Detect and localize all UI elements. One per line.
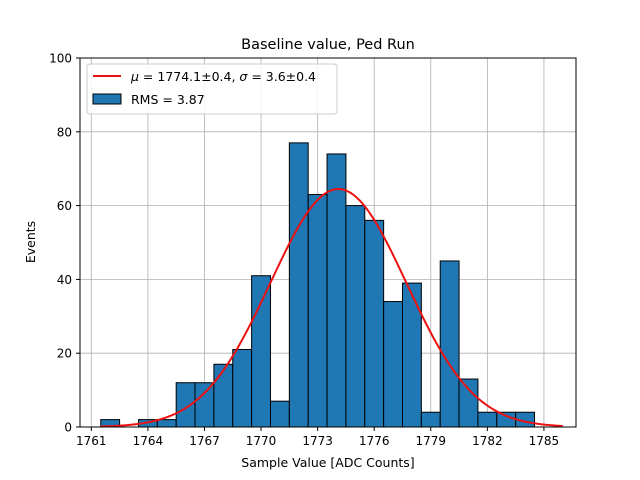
histogram-bar-1769 — [232, 349, 253, 428]
histogram-bar-1779 — [420, 411, 441, 428]
y-axis-label: Events — [23, 221, 38, 263]
legend-fit-mu: μ — [130, 69, 139, 84]
x-tick-label: 1761 — [76, 434, 107, 448]
histogram-bar-1771 — [269, 400, 290, 428]
histogram-bar-1765 — [156, 419, 177, 428]
legend-fit-mu-value: = 1774.1±0.4, — [139, 69, 239, 84]
legend-frame — [86, 63, 338, 115]
y-tick-label: 80 — [57, 125, 72, 139]
fit-layer — [100, 187, 563, 428]
y-tick-label: 40 — [57, 273, 72, 287]
x-tick-label: 1773 — [302, 434, 333, 448]
x-tick-label: 1779 — [416, 434, 447, 448]
y-tick-label: 0 — [64, 421, 72, 435]
legend-rms-label: RMS = 3.87 — [131, 92, 205, 107]
y-tick-label: 100 — [49, 52, 72, 66]
x-tick-label: 1785 — [529, 434, 560, 448]
histogram-bar-1768 — [213, 363, 234, 428]
y-tick-label: 20 — [57, 347, 72, 361]
histogram-bar-1770 — [251, 275, 271, 428]
x-tick-label: 1767 — [189, 434, 220, 448]
histogram-bar-1782 — [477, 411, 498, 428]
histogram-bar-1766 — [175, 382, 196, 428]
histogram-bar-1780 — [439, 260, 460, 428]
gaussian-fit-line — [100, 187, 563, 428]
x-axis-label: Sample Value [ADC Counts] — [241, 455, 414, 470]
legend-fit-label: μ = 1774.1±0.4, σ = 3.6±0.4 — [130, 69, 316, 84]
plot-frame — [79, 57, 577, 428]
axes-layer: 1761 1764 1767 1770 1773 1776 1779 1782 1785 0 20 4… — [49, 52, 559, 449]
x-tick-label: 1776 — [359, 434, 390, 448]
histogram-bar-1775 — [345, 205, 366, 428]
histogram-bar-1776 — [364, 219, 385, 428]
histogram-bar-1778 — [401, 282, 422, 428]
chart-title: Baseline value, Ped Run — [241, 37, 415, 53]
legend: μ = 1774.1±0.4, σ = 3.6±0.4 RMS = 3.87 — [86, 63, 338, 115]
histogram-bar-1781 — [458, 378, 479, 428]
histogram-bar-1772 — [288, 142, 309, 428]
x-tick-label: 1764 — [133, 434, 164, 448]
histogram-bar-1777 — [383, 301, 403, 428]
histogram-bar-1774 — [326, 153, 347, 428]
histogram-bar-1767 — [194, 382, 215, 428]
legend-fit-sigma-value: = 3.6±0.4 — [247, 69, 316, 84]
x-tick-label: 1770 — [246, 434, 277, 448]
histogram-bar-1783 — [496, 411, 517, 428]
legend-fit-sigma: σ — [239, 69, 248, 84]
y-tick-label: 60 — [57, 199, 72, 213]
bars-layer — [100, 142, 536, 428]
x-tick-label: 1782 — [472, 434, 503, 448]
histogram-bar-1773 — [307, 194, 328, 428]
legend-rms-swatch — [92, 93, 122, 105]
